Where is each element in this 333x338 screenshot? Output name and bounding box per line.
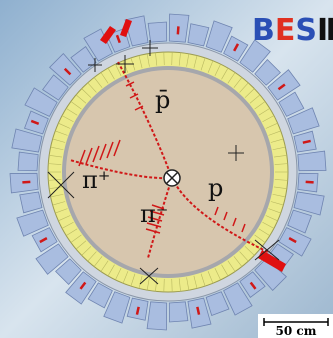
muon-hit: [178, 26, 179, 34]
muon-block: [169, 302, 188, 322]
event-display: p̄ π⁺ π⁻ p BESⅢ 50 cm: [0, 0, 333, 338]
scale-label: 50 cm: [276, 324, 317, 338]
muon-hit: [22, 182, 30, 183]
muon-block: [18, 152, 38, 171]
muon-block: [148, 22, 167, 42]
logo-letter: Ⅲ: [317, 13, 333, 48]
muon-hit: [137, 307, 139, 315]
muon-block: [298, 151, 326, 171]
label-proton: p: [208, 174, 223, 202]
muon-hit: [197, 307, 199, 315]
logo-letter: E: [275, 13, 296, 48]
label-pi-plus: π⁺: [82, 166, 110, 194]
logo: BESⅢ: [252, 13, 333, 48]
logo-letter: S: [295, 13, 317, 48]
label-antiproton: p̄: [155, 86, 170, 114]
muon-hit: [306, 182, 314, 183]
muon-block: [147, 302, 167, 330]
muon-hit: [303, 141, 311, 143]
logo-letter: B: [252, 13, 275, 48]
label-pi-minus: π⁻: [140, 200, 168, 228]
